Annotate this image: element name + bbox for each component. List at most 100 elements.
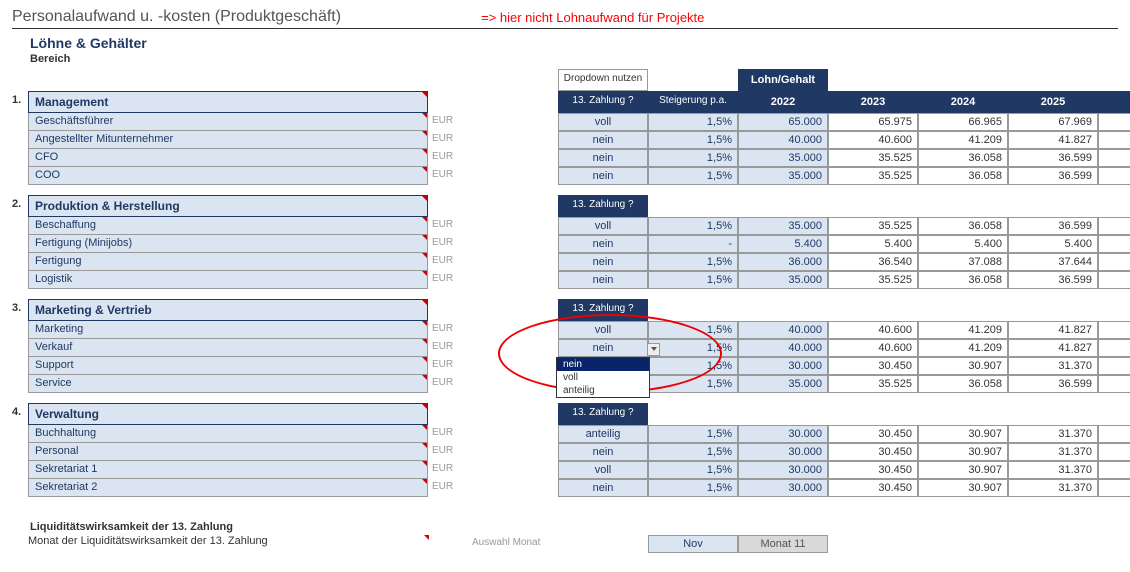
dropdown-option[interactable]: anteilig: [557, 384, 649, 397]
currency-label: EUR: [428, 479, 468, 497]
steigerung-cell[interactable]: 1,5%: [648, 149, 738, 167]
currency-label: EUR: [428, 167, 468, 185]
zahlung-cell[interactable]: nein: [558, 149, 648, 167]
row-label[interactable]: Support: [28, 357, 428, 375]
liquidity-month-select[interactable]: Nov: [648, 535, 738, 553]
value-cell[interactable]: 65.000: [738, 113, 828, 131]
row-label[interactable]: Sekretariat 1: [28, 461, 428, 479]
steigerung-cell[interactable]: -: [648, 235, 738, 253]
row-label[interactable]: Marketing: [28, 321, 428, 339]
zahlung-cell[interactable]: anteilig: [558, 425, 648, 443]
steigerung-cell[interactable]: 1,5%: [648, 321, 738, 339]
row-label[interactable]: Fertigung (Minijobs): [28, 235, 428, 253]
value-cell: 31.370: [1008, 479, 1098, 497]
row-label[interactable]: Angestellter Mitunternehmer: [28, 131, 428, 149]
value-cell[interactable]: 30.000: [738, 443, 828, 461]
row-label[interactable]: Sekretariat 2: [28, 479, 428, 497]
zahlung-cell[interactable]: nein: [558, 253, 648, 271]
value-cell[interactable]: 30.000: [738, 461, 828, 479]
zahlung-cell[interactable]: voll: [558, 461, 648, 479]
zahlung-cell[interactable]: voll: [558, 321, 648, 339]
value-cell[interactable]: 40.000: [738, 321, 828, 339]
value-cell: 36.058: [918, 167, 1008, 185]
value-cell: 37.148: [1098, 149, 1130, 167]
zahlung-cell[interactable]: nein: [558, 479, 648, 497]
steigerung-cell[interactable]: 1,5%: [648, 425, 738, 443]
steigerung-cell[interactable]: 1,5%: [648, 253, 738, 271]
zahlung-cell[interactable]: nein: [558, 235, 648, 253]
value-cell: 30.907: [918, 443, 1008, 461]
steigerung-cell[interactable]: 1,5%: [648, 217, 738, 235]
row-label[interactable]: Beschaffung: [28, 217, 428, 235]
steigerung-cell[interactable]: 1,5%: [648, 375, 738, 393]
currency-label: EUR: [428, 425, 468, 443]
steigerung-cell[interactable]: 1,5%: [648, 131, 738, 149]
value-cell[interactable]: 36.000: [738, 253, 828, 271]
steigerung-cell[interactable]: 1,5%: [648, 339, 738, 357]
value-cell: 31.841: [1098, 357, 1130, 375]
col-year-2024: 2024: [918, 91, 1008, 113]
steigerung-cell[interactable]: 1,5%: [648, 167, 738, 185]
value-cell: 31.370: [1008, 443, 1098, 461]
value-cell[interactable]: 30.000: [738, 479, 828, 497]
row-label[interactable]: COO: [28, 167, 428, 185]
value-cell: 36.058: [918, 149, 1008, 167]
zahlung-cell[interactable]: nein: [558, 339, 648, 357]
dropdown-option[interactable]: voll: [557, 371, 649, 384]
zahlung-cell[interactable]: nein: [558, 167, 648, 185]
row-label[interactable]: CFO: [28, 149, 428, 167]
zahlung-cell[interactable]: voll: [558, 113, 648, 131]
dropdown-option[interactable]: nein: [557, 358, 649, 371]
value-cell: 37.148: [1098, 375, 1130, 393]
dropdown-list[interactable]: neinvollanteilig: [556, 357, 650, 398]
zahlung-cell[interactable]: nein: [558, 443, 648, 461]
value-cell[interactable]: 35.000: [738, 217, 828, 235]
zahlung-cell[interactable]: nein: [558, 131, 648, 149]
value-cell[interactable]: 35.000: [738, 167, 828, 185]
row-label[interactable]: Buchhaltung: [28, 425, 428, 443]
value-cell: 36.599: [1008, 217, 1098, 235]
steigerung-cell[interactable]: 1,5%: [648, 461, 738, 479]
steigerung-cell[interactable]: 1,5%: [648, 113, 738, 131]
steigerung-cell[interactable]: 1,5%: [648, 271, 738, 289]
value-cell[interactable]: 5.400: [738, 235, 828, 253]
row-label[interactable]: Logistik: [28, 271, 428, 289]
section-number: 2.: [12, 195, 28, 217]
currency-label: EUR: [428, 375, 468, 393]
steigerung-cell[interactable]: 1,5%: [648, 443, 738, 461]
value-cell: 36.058: [918, 375, 1008, 393]
value-cell[interactable]: 30.000: [738, 425, 828, 443]
value-cell[interactable]: 30.000: [738, 357, 828, 375]
value-cell: 36.599: [1008, 375, 1098, 393]
value-cell: 31.841: [1098, 461, 1130, 479]
row-label[interactable]: Service: [28, 375, 428, 393]
value-cell: 36.058: [918, 217, 1008, 235]
zahlung-cell[interactable]: nein: [558, 271, 648, 289]
comment-marker: [428, 535, 429, 547]
value-cell: 5.400: [828, 235, 918, 253]
bereich-label: Bereich: [30, 53, 1118, 65]
value-cell[interactable]: 40.000: [738, 339, 828, 357]
value-cell: 30.907: [918, 479, 1008, 497]
steigerung-cell[interactable]: 1,5%: [648, 357, 738, 375]
value-cell[interactable]: 40.000: [738, 131, 828, 149]
value-cell[interactable]: 35.000: [738, 149, 828, 167]
zahlung-cell[interactable]: voll: [558, 217, 648, 235]
value-cell: 36.599: [1008, 167, 1098, 185]
col-13z-header: 13. Zahlung ?: [558, 195, 648, 217]
value-cell: 35.525: [828, 375, 918, 393]
col-13z-header: 13. Zahlung ?: [558, 403, 648, 425]
value-cell: 42.455: [1098, 131, 1130, 149]
row-label[interactable]: Personal: [28, 443, 428, 461]
col-steig-header: Steigerung p.a.: [648, 91, 738, 113]
steigerung-cell[interactable]: 1,5%: [648, 479, 738, 497]
row-label[interactable]: Geschäftsführer: [28, 113, 428, 131]
page-title: Personalaufwand u. -kosten (Produktgesch…: [12, 8, 341, 26]
value-cell[interactable]: 35.000: [738, 271, 828, 289]
value-cell[interactable]: 35.000: [738, 375, 828, 393]
row-label[interactable]: Verkauf: [28, 339, 428, 357]
value-cell: 31.841: [1098, 479, 1130, 497]
value-cell: 41.209: [918, 339, 1008, 357]
row-label[interactable]: Fertigung: [28, 253, 428, 271]
value-cell: 5.400: [1098, 235, 1130, 253]
